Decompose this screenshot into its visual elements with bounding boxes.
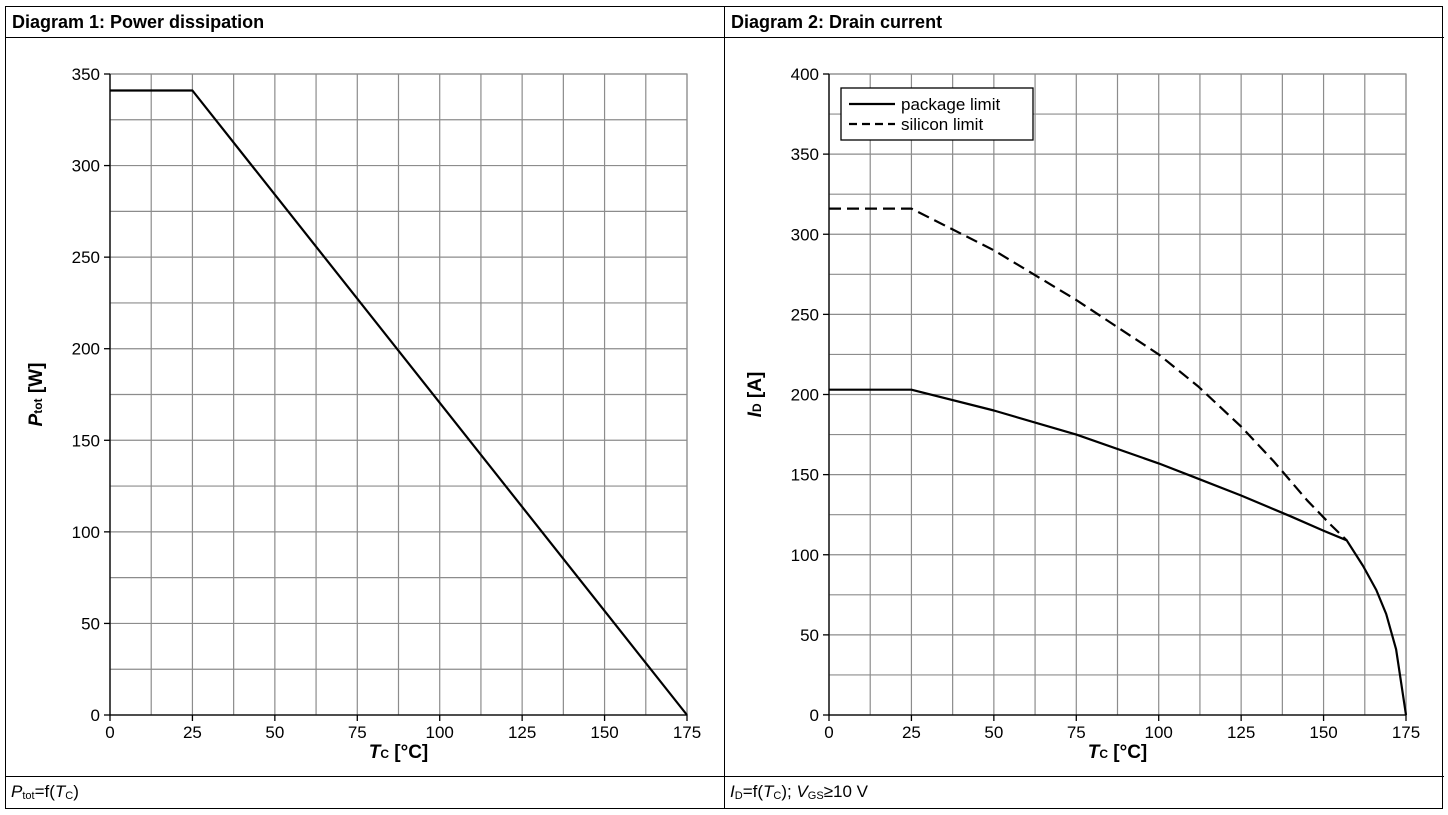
x-tick-label: 25 [183, 723, 202, 742]
x-tick-label: 25 [902, 723, 921, 742]
y-tick-label: 0 [810, 706, 819, 725]
y-tick-label: 200 [791, 386, 819, 405]
y-tick-label: 200 [72, 340, 100, 359]
y-tick-label: 100 [791, 546, 819, 565]
diagram-2-plot: 0 25 50 75 100 125 150 175 0 50 100 150 200 250 300 350… [725, 38, 1444, 776]
legend-label: silicon limit [901, 115, 983, 134]
y-tick-label: 0 [91, 706, 100, 725]
diagram-2-title: Diagram 2: Drain current [725, 7, 1444, 38]
diagram-1-caption: Ptot=f(TC) [6, 776, 724, 808]
x-tick-label: 75 [348, 723, 367, 742]
y-tick-label: 50 [81, 614, 100, 633]
x-tick-label: 50 [265, 723, 284, 742]
y-axis-title: Ptot [W] [26, 363, 47, 427]
y-tick-label: 350 [791, 145, 819, 164]
x-axis-title: TC [°C] [369, 742, 429, 763]
y-tick-label: 50 [800, 626, 819, 645]
series-line [110, 89, 688, 716]
x-tick-label: 175 [673, 723, 701, 742]
diagram-1-title: Diagram 1: Power dissipation [6, 7, 724, 38]
series-line-silicon-limit [829, 207, 1348, 542]
y-tick-label: 100 [72, 523, 100, 542]
y-tick-label: 150 [72, 431, 100, 450]
diagram-2-caption: ID=f(TC); VGS≥10 V [725, 776, 1444, 808]
diagram-sheet: Diagram 1: Power dissipation 0 25 50 75 100 1… [5, 6, 1444, 809]
x-tick-label: 100 [426, 723, 454, 742]
x-tick-label: 175 [1392, 723, 1420, 742]
y-tick-label: 250 [72, 248, 100, 267]
legend-box [840, 87, 1034, 141]
diagram-2-panel: Diagram 2: Drain current 0 25 50 75 100 125 15… [725, 7, 1444, 808]
y-axis-title: ID [A] [745, 372, 766, 418]
drain-current-chart: 0 25 50 75 100 125 150 175 0 50 100 150 200 250 300 350… [745, 65, 1420, 763]
y-tick-label: 350 [72, 65, 100, 84]
y-tick-label: 300 [791, 225, 819, 244]
x-tick-label: 50 [984, 723, 1003, 742]
y-tick-label: 250 [791, 305, 819, 324]
x-axis-title: TC [°C] [1088, 742, 1148, 763]
y-tick-label: 300 [72, 157, 100, 176]
legend-label: package limit [901, 95, 1000, 114]
x-tick-label: 100 [1145, 723, 1173, 742]
series-line-package-limit [829, 388, 1408, 716]
x-tick-label: 150 [590, 723, 618, 742]
y-tick-label: 400 [791, 65, 819, 84]
power-dissipation-chart: 0 25 50 75 100 125 150 175 0 50 100 150 200 250 300 350… [26, 65, 701, 763]
diagram-1-plot: 0 25 50 75 100 125 150 175 0 50 100 150 200 250 300 350… [6, 38, 724, 776]
x-tick-label: 125 [508, 723, 536, 742]
x-tick-label: 0 [824, 723, 833, 742]
x-tick-label: 125 [1227, 723, 1255, 742]
y-tick-label: 150 [791, 466, 819, 485]
x-tick-label: 0 [105, 723, 114, 742]
x-tick-label: 75 [1067, 723, 1086, 742]
x-tick-label: 150 [1309, 723, 1337, 742]
diagram-1-panel: Diagram 1: Power dissipation 0 25 50 75 100 1… [6, 7, 725, 808]
